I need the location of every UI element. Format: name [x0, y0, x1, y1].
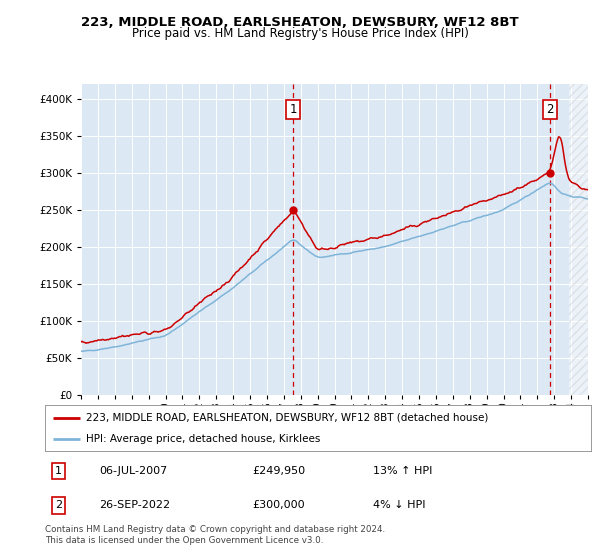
Text: 1: 1	[55, 466, 62, 476]
Text: 223, MIDDLE ROAD, EARLSHEATON, DEWSBURY, WF12 8BT: 223, MIDDLE ROAD, EARLSHEATON, DEWSBURY,…	[81, 16, 519, 29]
Bar	[569, 84, 588, 395]
Text: 06-JUL-2007: 06-JUL-2007	[100, 466, 168, 476]
Text: 1: 1	[289, 104, 296, 116]
Text: 13% ↑ HPI: 13% ↑ HPI	[373, 466, 432, 476]
Text: HPI: Average price, detached house, Kirklees: HPI: Average price, detached house, Kirk…	[86, 435, 320, 444]
Text: 26-SEP-2022: 26-SEP-2022	[100, 501, 171, 510]
Text: £249,950: £249,950	[253, 466, 305, 476]
Text: 2: 2	[546, 104, 554, 116]
Text: 2: 2	[55, 501, 62, 510]
Text: 4% ↓ HPI: 4% ↓ HPI	[373, 501, 425, 510]
Text: £300,000: £300,000	[253, 501, 305, 510]
Text: 223, MIDDLE ROAD, EARLSHEATON, DEWSBURY, WF12 8BT (detached house): 223, MIDDLE ROAD, EARLSHEATON, DEWSBURY,…	[86, 413, 488, 423]
Text: Price paid vs. HM Land Registry's House Price Index (HPI): Price paid vs. HM Land Registry's House …	[131, 27, 469, 40]
Text: Contains HM Land Registry data © Crown copyright and database right 2024.
This d: Contains HM Land Registry data © Crown c…	[45, 525, 385, 545]
